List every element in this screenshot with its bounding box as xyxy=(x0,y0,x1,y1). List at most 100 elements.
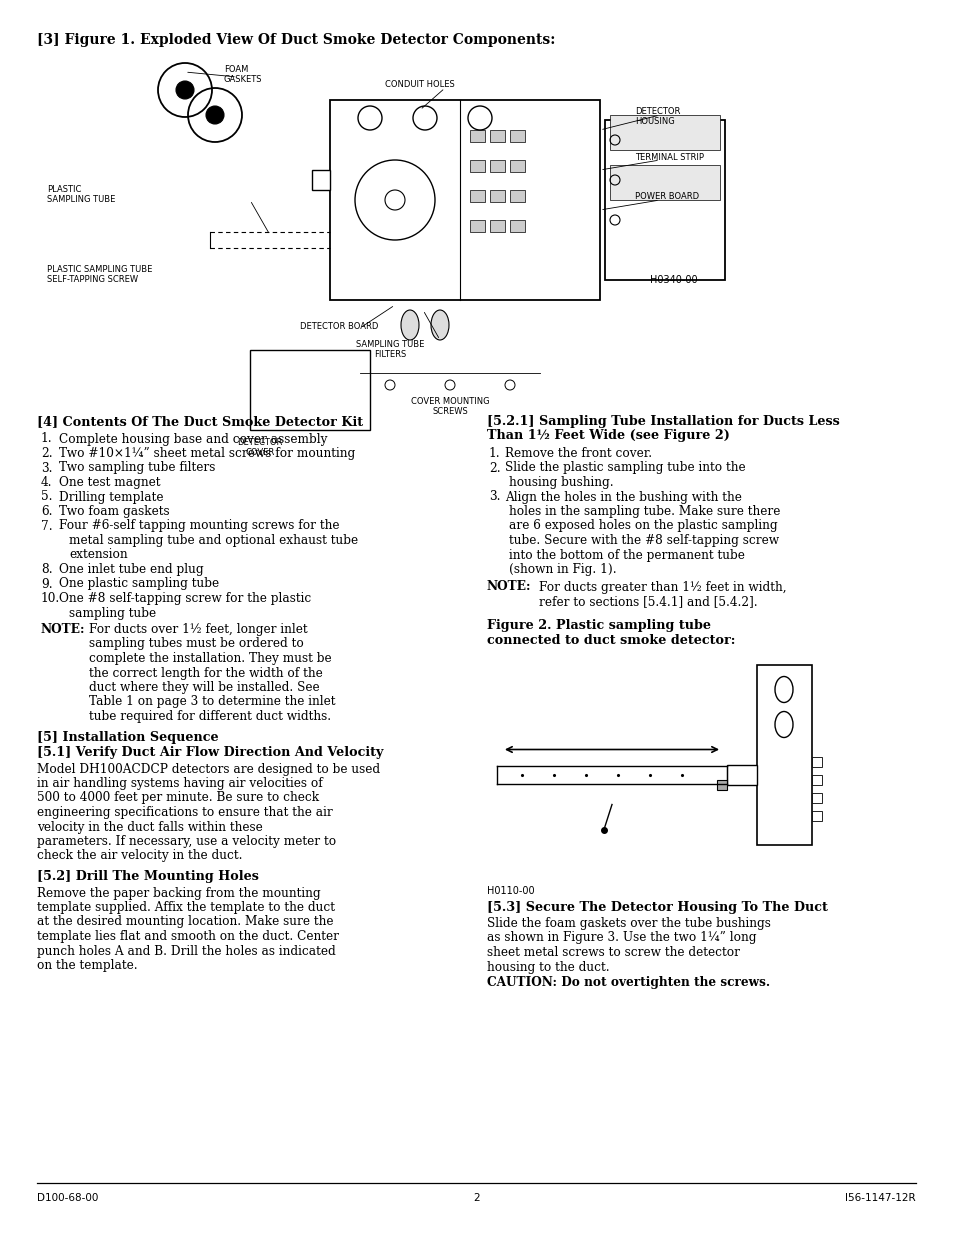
Text: check the air velocity in the duct.: check the air velocity in the duct. xyxy=(37,850,242,862)
Bar xyxy=(490,130,504,142)
Text: Two #10×1¼” sheet metal screws for mounting: Two #10×1¼” sheet metal screws for mount… xyxy=(59,447,355,459)
Text: refer to sections [5.4.1] and [5.4.2].: refer to sections [5.4.1] and [5.4.2]. xyxy=(538,595,757,608)
Text: DETECTOR
COVER: DETECTOR COVER xyxy=(237,438,282,457)
Ellipse shape xyxy=(774,711,792,737)
Text: [5.2] Drill The Mounting Holes: [5.2] Drill The Mounting Holes xyxy=(37,869,258,883)
Text: CONDUIT HOLES: CONDUIT HOLES xyxy=(385,80,455,89)
Bar xyxy=(312,170,330,190)
Text: 3.: 3. xyxy=(489,490,500,504)
Text: FOAM
GASKETS: FOAM GASKETS xyxy=(224,65,262,84)
Text: on the template.: on the template. xyxy=(37,960,137,972)
Text: 1.: 1. xyxy=(41,432,52,446)
Text: Table 1 on page 3 to determine the inlet: Table 1 on page 3 to determine the inlet xyxy=(89,695,335,709)
Text: 3.: 3. xyxy=(41,462,52,474)
Circle shape xyxy=(175,82,193,99)
Text: housing to the duct.: housing to the duct. xyxy=(486,961,609,973)
Text: Slide the plastic sampling tube into the: Slide the plastic sampling tube into the xyxy=(504,462,745,474)
Text: engineering specifications to ensure that the air: engineering specifications to ensure tha… xyxy=(37,806,333,819)
Text: velocity in the duct falls within these: velocity in the duct falls within these xyxy=(37,820,262,834)
Bar xyxy=(757,664,811,845)
Text: DETECTOR BOARD: DETECTOR BOARD xyxy=(299,322,378,331)
Text: complete the installation. They must be: complete the installation. They must be xyxy=(89,652,332,664)
Text: 2.: 2. xyxy=(489,462,500,474)
Text: [3] Figure 1. Exploded View Of Duct Smoke Detector Components:: [3] Figure 1. Exploded View Of Duct Smok… xyxy=(37,33,555,47)
Text: 4.: 4. xyxy=(41,475,52,489)
Bar xyxy=(510,130,524,142)
Text: housing bushing.: housing bushing. xyxy=(509,475,613,489)
Text: sheet metal screws to screw the detector: sheet metal screws to screw the detector xyxy=(486,946,740,960)
Text: are 6 exposed holes on the plastic sampling: are 6 exposed holes on the plastic sampl… xyxy=(509,520,777,532)
Bar xyxy=(510,190,524,203)
Text: [5.3] Secure The Detector Housing To The Duct: [5.3] Secure The Detector Housing To The… xyxy=(486,900,827,914)
Text: duct where they will be installed. See: duct where they will be installed. See xyxy=(89,680,319,694)
Text: For ducts over 1½ feet, longer inlet: For ducts over 1½ feet, longer inlet xyxy=(89,622,307,636)
Text: parameters. If necessary, use a velocity meter to: parameters. If necessary, use a velocity… xyxy=(37,835,335,848)
Text: PLASTIC SAMPLING TUBE
SELF-TAPPING SCREW: PLASTIC SAMPLING TUBE SELF-TAPPING SCREW xyxy=(47,266,152,284)
Text: 2: 2 xyxy=(474,1193,479,1203)
Bar xyxy=(470,190,484,203)
Text: into the bottom of the permanent tube: into the bottom of the permanent tube xyxy=(509,548,744,562)
Text: the correct length for the width of the: the correct length for the width of the xyxy=(89,667,322,679)
Text: Remove the paper backing from the mounting: Remove the paper backing from the mounti… xyxy=(37,887,320,899)
Text: TERMINAL STRIP: TERMINAL STRIP xyxy=(635,153,703,162)
Text: POWER BOARD: POWER BOARD xyxy=(635,191,699,201)
Text: PLASTIC
SAMPLING TUBE: PLASTIC SAMPLING TUBE xyxy=(47,185,115,205)
Bar xyxy=(470,220,484,232)
Text: 9.: 9. xyxy=(41,578,52,590)
Bar xyxy=(609,165,720,200)
Text: Drilling template: Drilling template xyxy=(59,490,163,504)
Text: COVER MOUNTING
SCREWS: COVER MOUNTING SCREWS xyxy=(410,396,489,416)
Bar xyxy=(811,757,821,767)
Text: One test magnet: One test magnet xyxy=(59,475,160,489)
Text: as shown in Figure 3. Use the two 1¼” long: as shown in Figure 3. Use the two 1¼” lo… xyxy=(486,931,756,945)
Text: (shown in Fig. 1).: (shown in Fig. 1). xyxy=(509,563,616,576)
Text: Four #6-self tapping mounting screws for the: Four #6-self tapping mounting screws for… xyxy=(59,520,339,532)
Text: sampling tube: sampling tube xyxy=(69,606,156,620)
Ellipse shape xyxy=(431,310,449,340)
Bar xyxy=(510,220,524,232)
Text: template supplied. Affix the template to the duct: template supplied. Affix the template to… xyxy=(37,902,335,914)
Text: D100-68-00: D100-68-00 xyxy=(37,1193,98,1203)
Text: 6.: 6. xyxy=(41,505,52,517)
Bar xyxy=(490,220,504,232)
Text: DETECTOR
HOUSING: DETECTOR HOUSING xyxy=(635,107,679,126)
Text: Figure 2. Plastic sampling tube: Figure 2. Plastic sampling tube xyxy=(486,620,710,632)
Bar xyxy=(717,779,726,789)
Text: sampling tubes must be ordered to: sampling tubes must be ordered to xyxy=(89,637,303,651)
Bar xyxy=(490,161,504,172)
Ellipse shape xyxy=(774,677,792,703)
Text: in air handling systems having air velocities of: in air handling systems having air veloc… xyxy=(37,777,322,790)
Text: CAUTION: Do not overtighten the screws.: CAUTION: Do not overtighten the screws. xyxy=(486,976,769,989)
Text: [5] Installation Sequence: [5] Installation Sequence xyxy=(37,730,218,743)
Text: [5.1] Verify Duct Air Flow Direction And Velocity: [5.1] Verify Duct Air Flow Direction And… xyxy=(37,746,383,760)
Text: I56-1147-12R: I56-1147-12R xyxy=(844,1193,915,1203)
Text: Align the holes in the bushing with the: Align the holes in the bushing with the xyxy=(504,490,741,504)
Text: Two sampling tube filters: Two sampling tube filters xyxy=(59,462,215,474)
Text: H0340-00: H0340-00 xyxy=(649,275,697,285)
Bar xyxy=(811,793,821,803)
Text: template lies flat and smooth on the duct. Center: template lies flat and smooth on the duc… xyxy=(37,930,338,944)
Text: Two foam gaskets: Two foam gaskets xyxy=(59,505,170,517)
Bar xyxy=(490,190,504,203)
Text: One #8 self-tapping screw for the plastic: One #8 self-tapping screw for the plasti… xyxy=(59,592,311,605)
Text: holes in the sampling tube. Make sure there: holes in the sampling tube. Make sure th… xyxy=(509,505,780,517)
Bar xyxy=(604,120,724,280)
Text: SAMPLING TUBE
FILTERS: SAMPLING TUBE FILTERS xyxy=(355,340,424,359)
Text: One inlet tube end plug: One inlet tube end plug xyxy=(59,563,203,576)
Bar xyxy=(330,100,599,300)
Text: Than 1½ Feet Wide (see Figure 2): Than 1½ Feet Wide (see Figure 2) xyxy=(486,430,729,442)
Text: For ducts greater than 1½ feet in width,: For ducts greater than 1½ feet in width, xyxy=(538,580,786,594)
Text: extension: extension xyxy=(69,548,128,562)
Bar xyxy=(726,764,757,784)
Text: 2.: 2. xyxy=(41,447,52,459)
Text: NOTE:: NOTE: xyxy=(486,580,531,594)
Text: Complete housing base and cover assembly: Complete housing base and cover assembly xyxy=(59,432,327,446)
Text: 7.: 7. xyxy=(41,520,52,532)
Text: [4] Contents Of The Duct Smoke Detector Kit: [4] Contents Of The Duct Smoke Detector … xyxy=(37,415,363,429)
Bar xyxy=(609,115,720,149)
Text: One plastic sampling tube: One plastic sampling tube xyxy=(59,578,219,590)
Text: 500 to 4000 feet per minute. Be sure to check: 500 to 4000 feet per minute. Be sure to … xyxy=(37,792,319,804)
Text: Model DH100ACDCP detectors are designed to be used: Model DH100ACDCP detectors are designed … xyxy=(37,762,379,776)
Text: at the desired mounting location. Make sure the: at the desired mounting location. Make s… xyxy=(37,915,334,929)
Text: 1.: 1. xyxy=(489,447,500,459)
